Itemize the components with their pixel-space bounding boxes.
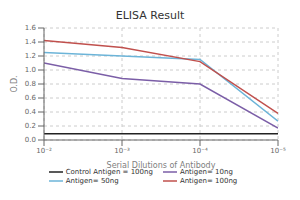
svg-text:1.6: 1.6 bbox=[25, 24, 37, 32]
svg-text:O.D.: O.D. bbox=[10, 75, 19, 92]
svg-text:10⁻³: 10⁻³ bbox=[114, 147, 130, 155]
html-text:Antigen= 10ng: Antigen= 10ng bbox=[179, 168, 233, 176]
svg-text:0.2: 0.2 bbox=[25, 122, 36, 130]
html-text:Control Antigen = 100ng: Control Antigen = 100ng bbox=[65, 168, 153, 176]
html-text:ELISA Result: ELISA Result bbox=[115, 9, 185, 22]
svg-text:10⁻²: 10⁻² bbox=[36, 147, 52, 155]
svg-text:0.4: 0.4 bbox=[25, 108, 37, 116]
html-text:Antigen= 50ng: Antigen= 50ng bbox=[65, 177, 119, 185]
svg-text:Serial Dilutions of Antibody: Serial Dilutions of Antibody bbox=[107, 161, 216, 170]
svg-text:10⁻⁴: 10⁻⁴ bbox=[192, 147, 208, 155]
svg-text:0.6: 0.6 bbox=[25, 94, 37, 102]
svg-text:1.2: 1.2 bbox=[25, 52, 36, 60]
svg-text:10⁻⁵: 10⁻⁵ bbox=[270, 147, 286, 155]
svg-text:0.8: 0.8 bbox=[25, 80, 36, 88]
svg-text:1.0: 1.0 bbox=[25, 66, 36, 74]
svg-text:0.0: 0.0 bbox=[25, 136, 36, 144]
html-text:Antigen= 100ng: Antigen= 100ng bbox=[179, 177, 238, 185]
svg-text:1.4: 1.4 bbox=[25, 38, 37, 46]
